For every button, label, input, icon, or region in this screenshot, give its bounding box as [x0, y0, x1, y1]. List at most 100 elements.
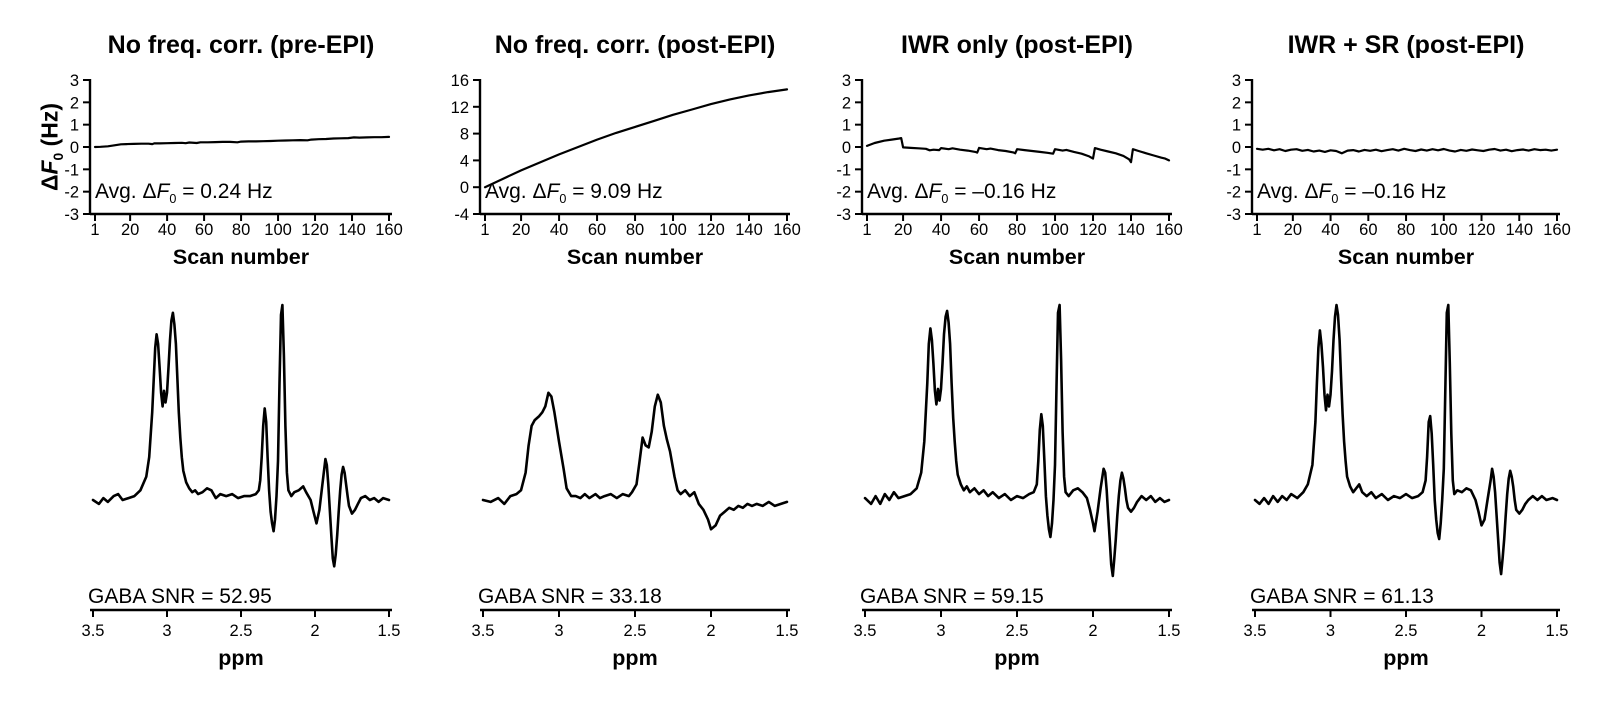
avg-df0-annotation: Avg. ΔF0 = –0.16 Hz: [1257, 180, 1447, 207]
tick-label: 2: [1232, 94, 1241, 112]
tick-label: 60: [588, 221, 606, 239]
tick-label: 100: [1041, 221, 1069, 239]
tick-label: 3: [842, 72, 851, 90]
gaba-snr-annotation: GABA SNR = 52.95: [88, 585, 272, 608]
tick-label: 0: [1232, 139, 1241, 157]
tick-label: 4: [460, 152, 469, 170]
tick-label: 40: [1321, 221, 1339, 239]
f-symbol: F: [36, 160, 63, 175]
tick-label: 100: [659, 221, 687, 239]
tick-label: 3: [70, 72, 79, 90]
tick-label: 80: [626, 221, 644, 239]
tick-label: 160: [773, 221, 801, 239]
avg-prefix: Avg. Δ: [95, 180, 157, 203]
panel-no-freq-corr-pre-epi: No freq. corr. (pre-EPI) Avg. ΔF0 = 0.24…: [88, 0, 392, 710]
ppm-axis-label: ppm: [1383, 646, 1429, 670]
tick-label: 2: [70, 94, 79, 112]
f-symbol: F: [156, 180, 170, 203]
tick-label: 20: [121, 221, 139, 239]
tick-label: 3.5: [854, 622, 877, 640]
tick-label: 1: [90, 221, 99, 239]
tick-label: 160: [1155, 221, 1183, 239]
ppm-axis-label: ppm: [994, 646, 1040, 670]
tick-label: 3.5: [472, 622, 495, 640]
tick-label: 120: [1468, 221, 1496, 239]
tick-label: 60: [970, 221, 988, 239]
tick-label: 20: [1284, 221, 1302, 239]
tick-label: -1: [1226, 161, 1241, 179]
tick-label: 3: [162, 622, 171, 640]
tick-label: 8: [460, 126, 469, 144]
tick-label: -1: [836, 161, 851, 179]
tick-label: 16: [451, 72, 469, 90]
tick-label: 140: [1117, 221, 1145, 239]
tick-label: 2: [310, 622, 319, 640]
ppm-axis-label: ppm: [612, 646, 658, 670]
tick-label: 3: [1232, 72, 1241, 90]
panel-no-freq-corr-post-epi: No freq. corr. (post-EPI) Avg. ΔF0 = 9.0…: [478, 0, 790, 710]
tick-label: 80: [1397, 221, 1415, 239]
tick-label: 60: [1359, 221, 1377, 239]
scan-number-axis-label: Scan number: [1337, 245, 1475, 269]
tick-label: 2: [842, 94, 851, 112]
avg-value: = 0.24 Hz: [176, 180, 273, 203]
tick-label: 2: [706, 622, 715, 640]
tick-label: 1: [842, 117, 851, 135]
tick-label: 40: [550, 221, 568, 239]
tick-label: 1.5: [378, 622, 401, 640]
drift-series: [865, 137, 1171, 164]
spectrum-series: [1253, 303, 1559, 576]
spectrum-series: [863, 303, 1171, 578]
tick-label: 120: [301, 221, 329, 239]
tick-label: -3: [836, 206, 851, 224]
f-subscript: 0: [941, 192, 949, 207]
avg-value: = –0.16 Hz: [1338, 180, 1447, 203]
tick-label: 140: [735, 221, 763, 239]
f-subscript: 0: [51, 152, 67, 161]
spectrum-chart-spectrum-iwr-sr-post-epi: 3.5 3 2.5 2 1.5: [1244, 303, 1568, 640]
avg-value: = –0.16 Hz: [948, 180, 1057, 203]
tick-label: 0: [460, 179, 469, 197]
avg-df0-annotation: Avg. ΔF0 = –0.16 Hz: [867, 180, 1057, 207]
tick-label: 100: [1430, 221, 1458, 239]
tick-label: 1.5: [776, 622, 799, 640]
scan-number-axis-label: Scan number: [172, 245, 310, 269]
tick-label: 3: [1326, 622, 1335, 640]
avg-df0-annotation: Avg. ΔF0 = 0.24 Hz: [95, 180, 273, 205]
avg-prefix: Avg. Δ: [485, 180, 547, 203]
f-subscript: 0: [1331, 192, 1339, 207]
scan-number-axis-label: Scan number: [566, 245, 704, 269]
tick-label: 60: [195, 221, 213, 239]
tick-label: 12: [451, 99, 469, 117]
tick-label: 140: [338, 221, 366, 239]
tick-label: 3: [554, 622, 563, 640]
spectrum-chart-spectrum-no-freq-corr-post-epi: 3.5 3 2.5 2 1.5: [472, 391, 799, 640]
tick-label: 2.5: [230, 622, 253, 640]
tick-label: 160: [375, 221, 403, 239]
avg-value: = 9.09 Hz: [566, 180, 663, 203]
tick-label: 20: [512, 221, 530, 239]
drift-series: [1255, 147, 1559, 155]
f-symbol: F: [928, 180, 942, 203]
tick-label: 3: [936, 622, 945, 640]
tick-label: 1: [1232, 117, 1241, 135]
ppm-axis-label: ppm: [218, 646, 264, 670]
spectrum-chart-spectrum-no-freq-corr-pre-epi: 3.5 3 2.5 2 1.5: [82, 303, 401, 640]
tick-label: -2: [836, 184, 851, 202]
f-subscript: 0: [559, 192, 567, 207]
tick-label: 100: [264, 221, 292, 239]
tick-label: 2.5: [624, 622, 647, 640]
tick-label: 1: [70, 117, 79, 135]
panel-iwr-only-post-epi: IWR only (post-EPI) Avg. ΔF0 = –0.16 Hz …: [860, 0, 1172, 710]
tick-label: 120: [1079, 221, 1107, 239]
tick-label: -4: [454, 206, 469, 224]
spectrum-chart-spectrum-iwr-only-post-epi: 3.5 3 2.5 2 1.5: [854, 303, 1180, 640]
tick-label: -3: [1226, 206, 1241, 224]
tick-label: 1: [1252, 221, 1261, 239]
scan-number-axis-label: Scan number: [948, 245, 1086, 269]
gaba-snr-annotation: GABA SNR = 59.15: [860, 585, 1044, 608]
